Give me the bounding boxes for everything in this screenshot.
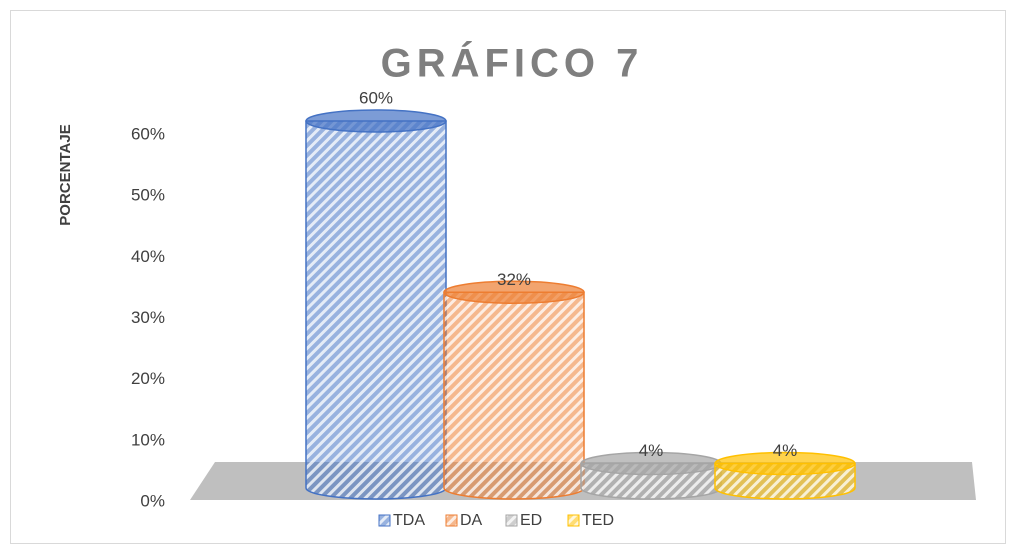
value-label: 60% [359,88,393,107]
legend-label: TED [582,512,614,529]
y-axis-label: PORCENTAJE [57,124,74,225]
value-label: 4% [773,441,798,460]
y-tick-label: 30% [131,308,165,327]
y-tick-label: 0% [140,491,165,510]
y-tick-label: 40% [131,247,165,266]
legend-swatch [567,514,580,527]
y-tick-label: 60% [131,124,165,143]
bar [305,120,447,500]
legend-swatch [445,514,458,527]
chart-title: GRÁFICO 7 [381,41,644,86]
bar-top [714,451,856,476]
bar-top [443,280,585,305]
legend-label: DA [460,512,483,529]
bar [443,291,585,500]
y-tick-label: 10% [131,430,165,449]
legend-swatch [505,514,518,527]
y-tick-label: 50% [131,186,165,205]
value-label: 4% [639,441,664,460]
bar-top [305,109,447,133]
legend-label: ED [520,512,542,529]
value-label: 32% [497,270,531,289]
legend-swatch [378,514,391,527]
legend-label: TDA [393,512,425,529]
y-tick-label: 20% [131,369,165,388]
